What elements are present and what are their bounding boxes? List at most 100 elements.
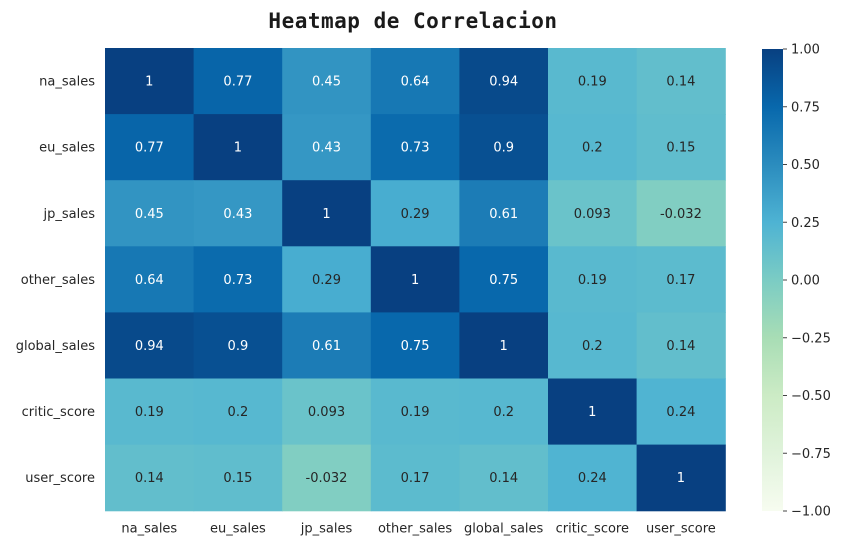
cell-value-label: 0.73 (401, 141, 430, 156)
cell-value-label: 0.45 (135, 207, 164, 222)
y-tick-label: user_score (25, 471, 95, 486)
heatmap-cell (370, 312, 460, 380)
colorbar-tick-label: −1.00 (791, 505, 831, 520)
cell-value-label: 1 (234, 141, 242, 156)
heatmap-cell (282, 48, 372, 115)
cell-value-label: 0.14 (666, 339, 695, 354)
cell-value-label: 0.9 (228, 339, 249, 354)
heatmap-cell (636, 48, 726, 115)
heatmap-cell (105, 444, 195, 512)
x-tick-label: jp_sales (300, 522, 353, 537)
x-axis-tick-labels: na_sales eu_sales jp_sales other_sales globa… (121, 522, 715, 537)
cell-value-label: 0.2 (228, 405, 249, 420)
x-tick-label: na_sales (121, 522, 177, 537)
heatmap-cell (282, 378, 372, 446)
cell-value-label: 0.24 (666, 405, 695, 420)
cell-value-label: 0.94 (135, 339, 164, 354)
colorbar-tick-label: −0.75 (791, 447, 831, 462)
heatmap-cell (282, 180, 372, 247)
cell-value-label: 0.2 (493, 405, 514, 420)
heatmap-cell (636, 114, 726, 181)
cell-value-label: 1 (677, 471, 685, 486)
y-axis-tick-labels: na_sales eu_sales jp_sales other_salesgloba… (16, 75, 96, 487)
heatmap-cell (636, 246, 726, 313)
heatmap-cell (105, 48, 195, 115)
heatmap-cell (459, 114, 549, 181)
x-tick-label: global_sales (464, 522, 543, 537)
cell-value-label: 0.2 (582, 339, 603, 354)
heatmap-cell (193, 48, 283, 115)
heatmap-cell (459, 378, 549, 446)
colorbar-tick-label: −0.25 (791, 331, 831, 346)
cell-value-label: 0.29 (312, 273, 341, 288)
heatmap-cell (548, 444, 638, 512)
cell-value-label: -0.032 (660, 207, 702, 222)
cell-value-label: 1 (500, 339, 508, 354)
cell-value-label: 0.43 (223, 207, 252, 222)
heatmap-cell (370, 246, 460, 313)
colorbar: 1.00 0.75 0.50 0.25 0.00 −0.25 −0.50 −0.75 −1.00 (762, 43, 831, 520)
cell-value-label: 0.2 (582, 141, 603, 156)
heatmap-cell (548, 312, 638, 380)
cell-value-label: 1 (411, 273, 419, 288)
cell-value-label: 0.093 (308, 405, 345, 420)
colorbar-tick-label: 0.50 (791, 158, 820, 173)
cell-value-label: 0.14 (666, 75, 695, 90)
cell-value-label: 0.15 (223, 471, 252, 486)
y-tick-label: critic_score (22, 405, 95, 420)
x-tick-label: eu_sales (210, 522, 266, 537)
heatmap-cell (193, 312, 283, 380)
heatmap-cell (459, 48, 549, 115)
cell-value-label: 0.19 (578, 75, 607, 90)
cell-value-label: 0.17 (401, 471, 430, 486)
heatmap-cell (282, 114, 372, 181)
heatmap-cell (548, 180, 638, 247)
cell-value-label: -0.032 (306, 471, 348, 486)
cell-value-label: 1 (322, 207, 330, 222)
heatmap-cell (370, 48, 460, 115)
heatmap-cell (193, 114, 283, 181)
cell-value-label: 0.75 (401, 339, 430, 354)
heatmap-cell (282, 312, 372, 380)
heatmap-cell (459, 312, 549, 380)
colorbar-tick-label: 1.00 (791, 43, 820, 58)
heatmap-cell (193, 378, 283, 446)
y-tick-label: eu_sales (39, 141, 95, 156)
heatmap-cell (636, 444, 726, 512)
cell-value-label: 0.73 (223, 273, 252, 288)
cell-value-label: 0.24 (578, 471, 607, 486)
colorbar-tick-label: 0.00 (791, 274, 820, 289)
heatmap-cell (105, 312, 195, 380)
cell-value-label: 0.43 (312, 141, 341, 156)
chart-title: Heatmap de Correlacion (268, 9, 557, 33)
cell-value-label: 0.14 (135, 471, 164, 486)
cell-value-label: 0.64 (135, 273, 164, 288)
heatmap-cell (636, 180, 726, 247)
cell-value-label: 0.61 (489, 207, 518, 222)
cell-value-label: 0.093 (574, 207, 611, 222)
colorbar-tick-label: 0.25 (791, 216, 820, 231)
heatmap-cell (370, 444, 460, 512)
heatmap-cell (370, 378, 460, 446)
y-tick-label: jp_sales (43, 207, 96, 222)
heatmap-cell (282, 444, 372, 512)
heatmap-cell (193, 180, 283, 247)
cell-value-label: 0.19 (401, 405, 430, 420)
heatmap-cells: 1 0.77 0.45 0.64 0.94 0.19 0.14 0.77 1 0.43 0.73 0.… (105, 48, 726, 512)
x-tick-label: other_sales (378, 522, 452, 537)
cell-value-label: 0.19 (578, 273, 607, 288)
cell-value-label: 0.9 (493, 141, 514, 156)
cell-value-label: 0.19 (135, 405, 164, 420)
cell-value-label: 0.17 (666, 273, 695, 288)
x-tick-label: user_score (646, 522, 716, 537)
heatmap-cell (459, 180, 549, 247)
heatmap-cell (548, 378, 638, 446)
colorbar-tick-label: 0.75 (791, 100, 820, 115)
heatmap-cell (370, 114, 460, 181)
cell-value-label: 0.45 (312, 75, 341, 90)
heatmap-cell (105, 378, 195, 446)
cell-value-label: 0.94 (489, 75, 518, 90)
heatmap-cell (459, 246, 549, 313)
heatmap-cell (105, 246, 195, 313)
cell-value-label: 0.77 (223, 75, 252, 90)
